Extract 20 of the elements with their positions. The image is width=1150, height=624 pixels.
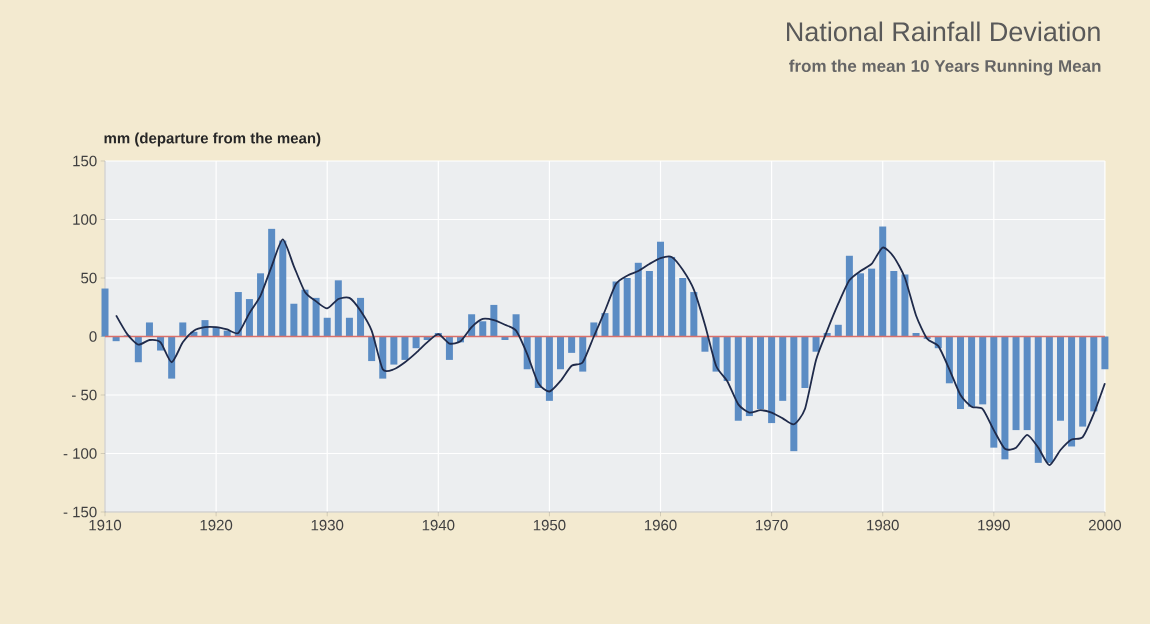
y-tick-label: 0: [89, 331, 97, 342]
x-tick-label: 1930: [311, 519, 344, 531]
x-tick-label: 1910: [89, 519, 122, 531]
x-tick-label: 2000: [1088, 519, 1121, 531]
y-tick-label: - 150: [63, 506, 97, 518]
y-tick-label: 100: [73, 214, 97, 225]
x-tick-label: 1990: [978, 519, 1010, 531]
x-tick-label: 1920: [200, 519, 233, 531]
x-tick-label: 1960: [644, 519, 677, 531]
x-tick-label: 1940: [422, 519, 455, 531]
y-axis-title: mm (departure from the mean): [104, 132, 321, 147]
y-tick-label: 50: [81, 272, 97, 284]
x-tick-label: 1950: [533, 519, 566, 531]
y-tick-label: 150: [73, 155, 97, 167]
chart-title: National Rainfall Deviation: [787, 21, 1100, 42]
x-tick-label: 1970: [756, 519, 788, 531]
chart-subtitle: from the mean 10 Years Running Mean: [789, 59, 1101, 76]
y-tick-label: - 100: [63, 448, 97, 459]
x-tick-label: 1980: [867, 519, 899, 531]
y-tick-label: - 50: [72, 389, 97, 401]
